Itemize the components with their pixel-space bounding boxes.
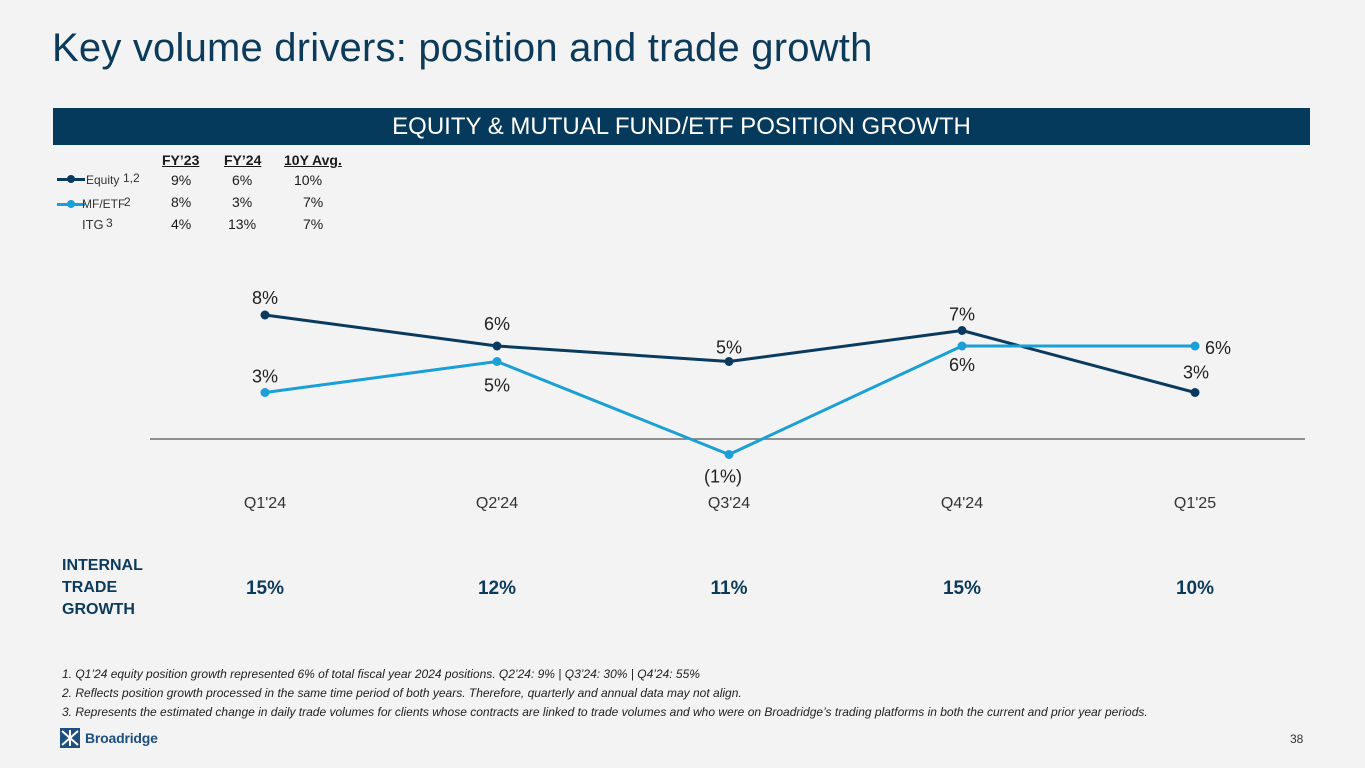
itg-value-q4-24: 15% (942, 578, 982, 599)
x-tick-label: Q3'24 (708, 495, 750, 512)
footnote-1: 1. Q1’24 equity position growth represen… (62, 667, 700, 681)
itg-value-q2-24: 12% (477, 578, 517, 599)
data-point-mfetf (492, 357, 502, 366)
footnote-3: 3. Represents the estimated change in da… (62, 705, 1148, 719)
data-point-equity (957, 326, 967, 335)
data-label-mfetf: 3% (252, 367, 278, 387)
page-title: Key volume drivers: position and trade g… (52, 26, 873, 70)
footnotes: 1. Q1’24 equity position growth represen… (62, 665, 1322, 722)
section-banner: EQUITY & MUTUAL FUND/ETF POSITION GROWTH (53, 108, 1310, 145)
broadridge-logo-icon (60, 728, 80, 748)
itg-value-q1-25: 10% (1175, 578, 1215, 599)
data-point-equity (260, 310, 270, 320)
data-label-equity: 6% (484, 314, 510, 334)
x-tick-label: Q1'25 (1174, 495, 1216, 512)
data-point-mfetf (260, 388, 270, 397)
page-number: 38 (1290, 732, 1304, 746)
data-label-mfetf: 6% (1205, 338, 1231, 358)
itg-value-q1-24: 15% (245, 578, 285, 599)
data-label-mfetf: (1%) (704, 467, 742, 487)
data-point-equity (492, 341, 502, 351)
itg-label-line-3: GROWTH (62, 601, 135, 618)
data-point-mfetf (957, 341, 967, 351)
data-label-equity: 7% (949, 305, 975, 325)
itg-value-q3-24: 11% (710, 578, 748, 599)
logo-text: Broadridge (85, 730, 158, 746)
data-point-equity (724, 357, 734, 366)
data-point-mfetf (1190, 341, 1200, 351)
data-label-mfetf: 5% (484, 376, 510, 396)
footnote-2: 2. Reflects position growth processed in… (62, 686, 742, 700)
data-label-mfetf: 6% (949, 355, 975, 375)
itg-label-line-1: INTERNAL (62, 557, 143, 574)
broadridge-logo: Broadridge (60, 728, 158, 748)
x-tick-label: Q1'24 (244, 495, 286, 512)
internal-trade-growth-label: INTERNAL TRADE GROWTH (62, 555, 143, 621)
data-label-equity: 3% (1183, 363, 1209, 383)
line-chart: Q1'24 Q2'24 Q3'24 Q4'24 Q1'25 8% 6% 5% 7% 3% 3% 5% (… (150, 288, 1305, 512)
x-tick-label: Q4'24 (941, 495, 983, 512)
x-tick-label: Q2'24 (476, 495, 518, 512)
data-point-equity (1190, 388, 1200, 397)
data-label-equity: 5% (716, 338, 742, 358)
itg-label-line-2: TRADE (62, 579, 118, 596)
data-point-mfetf (724, 450, 734, 459)
data-label-equity: 8% (252, 288, 278, 308)
